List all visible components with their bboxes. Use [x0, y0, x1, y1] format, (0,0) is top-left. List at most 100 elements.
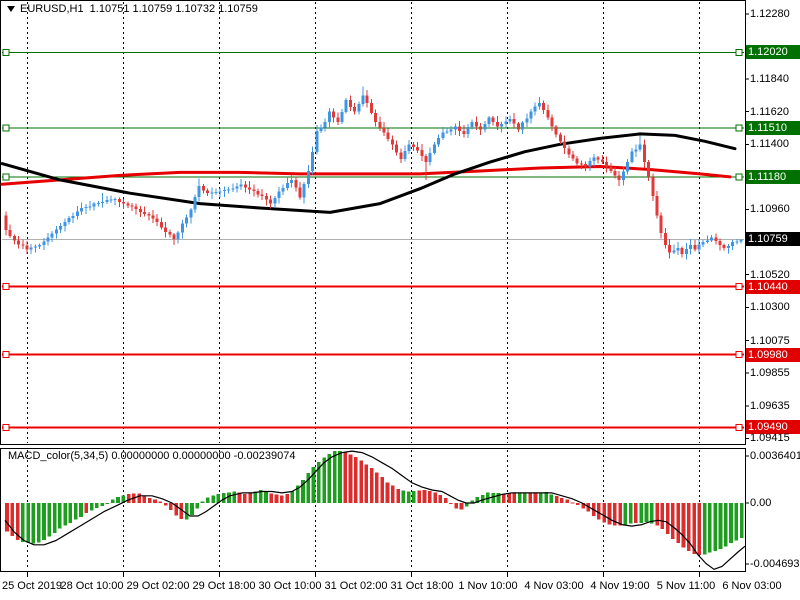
- resistance-line-price-box: 1.11180: [746, 169, 800, 184]
- macd-bar: [354, 457, 358, 503]
- candle: [298, 187, 302, 198]
- time-axis-label: 1 Nov 10:00: [458, 580, 518, 592]
- candle: [180, 223, 184, 233]
- macd-bar: [237, 492, 242, 503]
- candle: [407, 144, 411, 152]
- candle: [105, 199, 109, 202]
- macd-tick-label: 0.0036401: [750, 450, 800, 462]
- resistance-line-left-marker[interactable]: [2, 124, 10, 132]
- macd-bar: [454, 503, 458, 509]
- candle: [453, 126, 457, 130]
- candle: [151, 215, 155, 219]
- macd-bar: [729, 503, 733, 543]
- macd-bar: [412, 491, 416, 503]
- candle: [336, 117, 340, 122]
- candle: [227, 189, 231, 191]
- macd-bar: [644, 503, 649, 523]
- support-line-left-marker[interactable]: [2, 283, 10, 291]
- candle: [315, 131, 319, 153]
- resistance-line-price-box: 1.11510: [746, 121, 800, 135]
- macd-bar: [21, 503, 25, 542]
- time-axis[interactable]: [0, 573, 746, 600]
- macd-bar: [338, 451, 342, 503]
- candle: [332, 111, 336, 118]
- candle: [239, 184, 243, 187]
- candle: [605, 162, 609, 167]
- candle: [411, 144, 415, 148]
- resistance-line-right-marker[interactable]: [735, 124, 743, 132]
- candle: [571, 154, 575, 159]
- candle: [533, 106, 537, 112]
- support-line-right-marker[interactable]: [735, 351, 743, 359]
- candle: [147, 213, 151, 216]
- macd-bar: [623, 503, 628, 525]
- candle: [428, 152, 432, 163]
- macd-bar: [280, 495, 284, 503]
- support-line-left-marker[interactable]: [2, 351, 10, 359]
- macd-bar: [507, 493, 511, 503]
- resistance-line-left-marker[interactable]: [2, 48, 10, 56]
- moving-average-slow: [0, 132, 737, 214]
- candle: [88, 206, 92, 208]
- price-axis[interactable]: [746, 0, 800, 572]
- candle: [588, 160, 592, 167]
- candle: [369, 102, 373, 113]
- macd-bar: [258, 490, 263, 503]
- macd-bar: [200, 501, 205, 503]
- macd-bar: [391, 485, 395, 503]
- macd-bar: [401, 490, 406, 503]
- macd-bar: [121, 495, 126, 503]
- candle: [659, 215, 663, 234]
- macd-bar: [602, 503, 606, 523]
- resistance-line-right-marker[interactable]: [735, 173, 743, 181]
- macd-pane[interactable]: [0, 448, 746, 572]
- candle: [8, 230, 12, 237]
- macd-bar: [681, 503, 686, 548]
- macd-bar: [438, 494, 443, 503]
- candle: [630, 151, 634, 163]
- candle: [302, 183, 306, 198]
- macd-bar: [597, 503, 601, 520]
- resistance-line-right-marker[interactable]: [735, 48, 743, 56]
- macd-bar: [676, 503, 680, 544]
- symbol-menu-triangle-icon[interactable]: [7, 5, 15, 12]
- candle: [550, 117, 554, 127]
- macd-bar: [539, 492, 543, 503]
- candle: [386, 132, 390, 140]
- candle: [327, 111, 331, 123]
- macd-bar: [153, 499, 157, 503]
- resistance-line-left-marker[interactable]: [2, 173, 10, 181]
- support-line-right-marker[interactable]: [735, 423, 743, 431]
- candle: [592, 157, 596, 161]
- support-line-right-marker[interactable]: [735, 283, 743, 291]
- macd-bar: [348, 454, 353, 503]
- candle: [222, 190, 226, 192]
- candle: [735, 241, 739, 243]
- macd-bar: [105, 503, 110, 504]
- macd-bar: [639, 503, 643, 524]
- candle: [197, 185, 201, 197]
- time-axis-label: 29 Oct 02:00: [126, 580, 190, 592]
- price-tick-label: 1.10300: [750, 301, 790, 314]
- candle: [235, 186, 239, 189]
- candle: [613, 171, 617, 176]
- macd-bar: [147, 498, 152, 503]
- main-pane[interactable]: [0, 0, 746, 445]
- candle: [59, 225, 63, 230]
- support-line-left-marker[interactable]: [2, 423, 10, 431]
- macd-bar: [655, 503, 659, 526]
- candle: [596, 157, 600, 160]
- candle: [348, 99, 352, 107]
- macd-bar: [206, 497, 210, 503]
- macd-bar: [576, 503, 580, 506]
- candle: [689, 245, 693, 250]
- candle: [260, 194, 264, 197]
- candle: [390, 139, 394, 145]
- candle: [75, 211, 79, 216]
- macd-bar: [179, 503, 184, 519]
- candle: [441, 132, 445, 139]
- macd-bar: [369, 468, 374, 503]
- candle: [693, 245, 697, 250]
